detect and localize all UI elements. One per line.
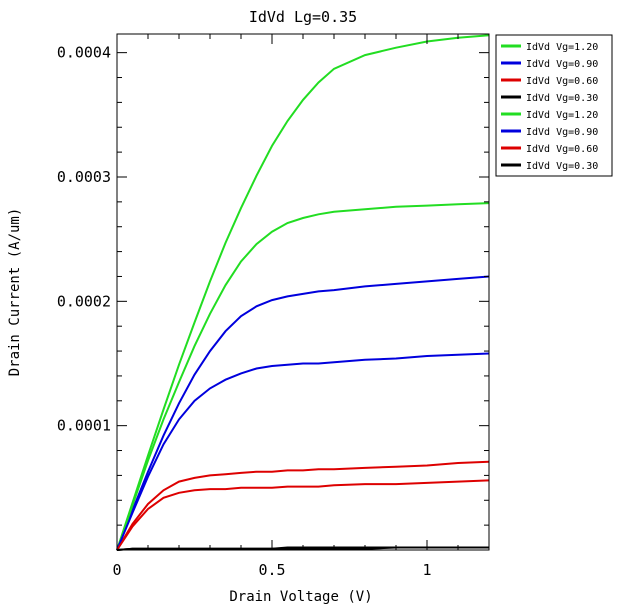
series-line-8 — [116, 546, 489, 551]
series-line-2 — [116, 275, 490, 551]
plot-frame — [116, 33, 490, 551]
legend-label: IdVd Vg=0.30 — [526, 161, 598, 172]
series-line-5 — [116, 202, 490, 551]
axis-ticks: 0 0.5 1 0.0001 0.0002 0.0003 0.0004 — [57, 34, 489, 579]
legend-label: IdVd Vg=0.60 — [526, 76, 598, 87]
legend-label: IdVd Vg=0.90 — [526, 59, 598, 70]
legend-label: IdVd Vg=1.20 — [526, 42, 598, 53]
series-line-3 — [116, 460, 490, 551]
series-line-6 — [116, 352, 490, 551]
chart-title: IdVd Lg=0.35 — [249, 8, 357, 26]
x-axis-label: Drain Voltage (V) — [229, 589, 372, 605]
series-line-1 — [116, 34, 490, 551]
x-tick-label: 1 — [422, 561, 431, 579]
plot-area — [116, 34, 490, 551]
y-tick-label: 0.0001 — [57, 417, 111, 435]
y-tick-label: 0.0002 — [57, 292, 111, 310]
y-axis-label: Drain Current (A/um) — [7, 208, 23, 377]
x-tick-label: 0.5 — [258, 561, 285, 579]
series-line-7 — [116, 479, 490, 551]
legend-label: IdVd Vg=0.30 — [526, 93, 598, 104]
y-tick-label: 0.0003 — [57, 168, 111, 186]
legend: IdVd Vg=1.20 IdVd Vg=0.90 IdVd Vg=0.60 IdVd… — [495, 34, 613, 177]
legend-label: IdVd Vg=0.90 — [526, 127, 598, 138]
y-tick-label: 0.0004 — [57, 44, 111, 62]
legend-box — [495, 34, 613, 177]
legend-label: IdVd Vg=0.60 — [526, 144, 598, 155]
x-tick-label: 0 — [112, 561, 121, 579]
legend-label: IdVd Vg=1.20 — [526, 110, 598, 121]
